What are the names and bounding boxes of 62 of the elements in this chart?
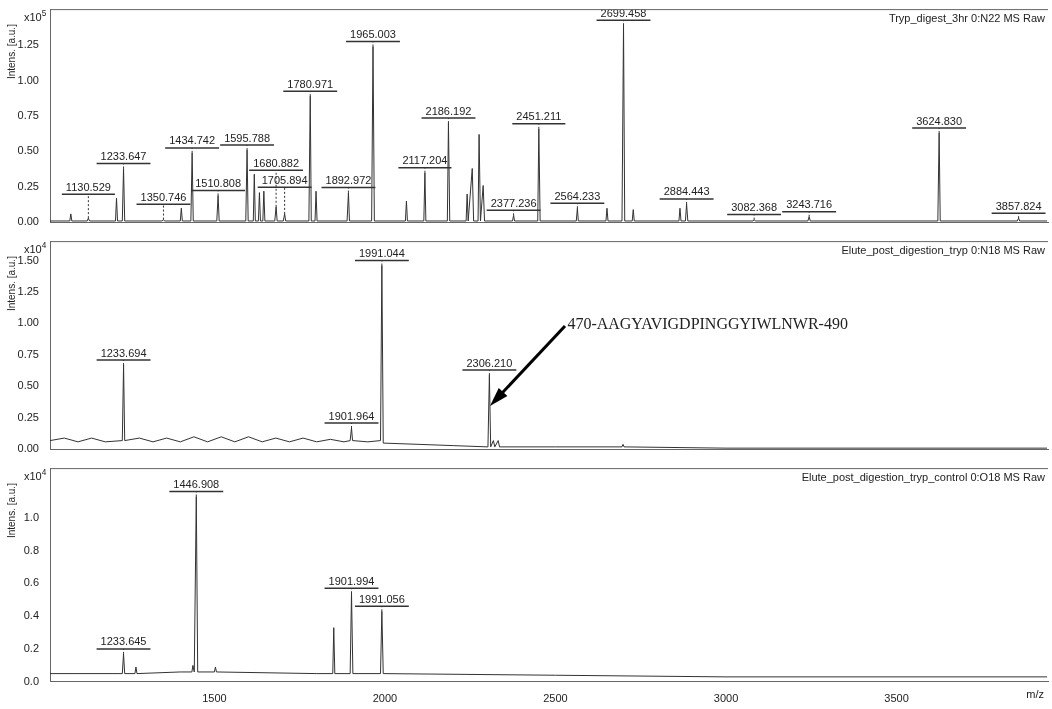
annotation: 1233.694 (100, 346, 147, 359)
y-tick-label: 0.0 (23, 674, 39, 687)
annotation: 1233.647 (100, 150, 147, 163)
annotation: 1595.788 (224, 131, 271, 144)
y-tick-label: 1.25 (17, 38, 39, 51)
annotation: 1991.056 (358, 592, 405, 605)
annotation: 1705.894 (261, 173, 308, 186)
y-tick-label: 1.00 (17, 73, 39, 86)
y-tick-label: 0.75 (17, 347, 39, 360)
annotation: 2884.443 (663, 185, 710, 198)
annotation: 2451.211 (516, 110, 562, 123)
annotation: 1780.971 (287, 77, 334, 90)
annotation: 1434.742 (169, 134, 216, 147)
y-tick-label: 0.25 (17, 410, 39, 423)
y-tick-label: 1.00 (17, 316, 39, 329)
y-tick-label: 0.6 (23, 576, 39, 589)
annotation: 470-AAGYAVIGDPINGGYIWLNWR-490 (567, 314, 848, 332)
y-tick-label: 0.00 (17, 442, 39, 455)
annotation: 1965.003 (350, 28, 396, 41)
annotation: 1901.994 (328, 574, 375, 587)
chart-title: Elute_post_digestion_tryp 0:N18 MS Raw (841, 244, 1046, 257)
annotation: 2377.236 (490, 196, 537, 209)
y-tick-label: 0.25 (17, 179, 39, 192)
y-tick-label: 1.25 (17, 285, 39, 298)
y-tick-label: 0.4 (23, 609, 39, 622)
x-tick-label: 3000 (713, 692, 739, 705)
y-tick-label: 1.50 (17, 253, 39, 266)
x-axis-title: m/z (1026, 688, 1044, 701)
annotation: 2186.192 (425, 104, 472, 117)
y-axis-title: Intens. [a.u.] (5, 255, 17, 312)
annotation: 3243.716 (786, 198, 833, 211)
annotation: 2699.458 (600, 6, 647, 19)
annotation: 2117.204 (402, 154, 448, 167)
annotation: 2564.233 (554, 189, 601, 202)
y-tick-label: 0.2 (23, 642, 39, 655)
chart-title: Elute_post_digestion_tryp_control 0:O18 MS Raw (801, 471, 1046, 484)
annotation: 1233.645 (100, 635, 147, 648)
y-axis-title: Intens. [a.u.] (5, 23, 17, 80)
y-tick-label: 0.50 (17, 379, 39, 392)
chart-title: Tryp_digest_3hr 0:N22 MS Raw (888, 12, 1046, 25)
y-tick-label: 1.0 (23, 510, 39, 523)
annotation: 1130.529 (65, 180, 111, 193)
annotation: 1510.808 (195, 176, 242, 189)
annotation: 2306.210 (466, 356, 513, 369)
y-tick-label: 0.8 (23, 543, 39, 556)
y-axis-title: Intens. [a.u.] (5, 482, 17, 539)
annotation: 1901.964 (328, 409, 375, 422)
annotation: 1680.882 (253, 156, 300, 169)
x-tick-label: 2000 (372, 692, 398, 705)
y-tick-label: 0.50 (17, 144, 39, 157)
annotation: 1446.908 (173, 478, 220, 491)
x-tick-label: 3500 (884, 692, 909, 705)
y-tick-label: 0.75 (17, 109, 39, 122)
y-tick-label: 0.00 (17, 215, 39, 228)
annotation: 1350.746 (140, 190, 187, 203)
annotation: 1991.044 (358, 247, 405, 260)
x-tick-label: 1500 (202, 692, 227, 705)
annotation: 3082.368 (731, 201, 778, 214)
annotation: 3857.824 (995, 199, 1042, 212)
annotation: 3624.830 (916, 114, 963, 127)
x-tick-label: 2500 (543, 692, 568, 705)
annotation: 1892.972 (325, 174, 372, 187)
